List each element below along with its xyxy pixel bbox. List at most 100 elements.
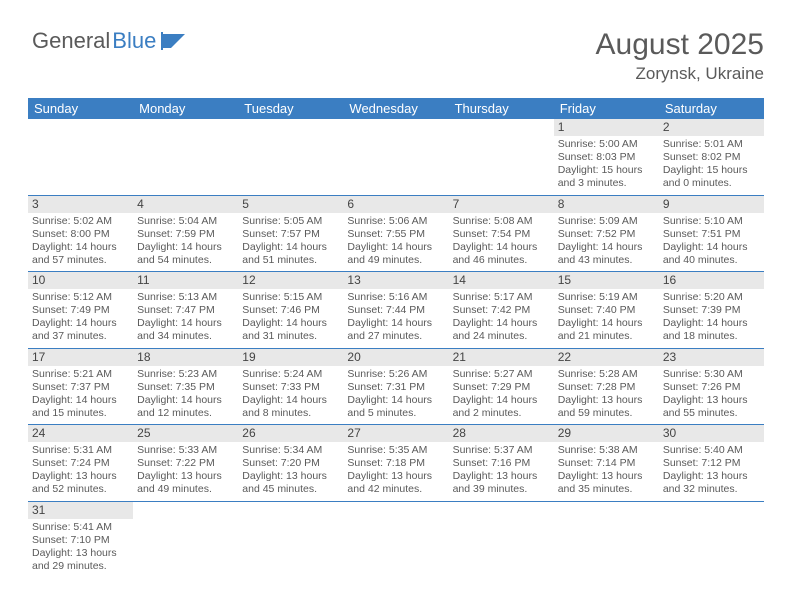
day-number: 27 <box>343 425 448 442</box>
day-number: 10 <box>28 272 133 289</box>
calendar-day-cell: 19Sunrise: 5:24 AMSunset: 7:33 PMDayligh… <box>238 348 343 425</box>
calendar-day-cell: 16Sunrise: 5:20 AMSunset: 7:39 PMDayligh… <box>659 272 764 349</box>
sunrise-text: Sunrise: 5:24 AM <box>242 368 339 381</box>
sunset-text: Sunset: 7:40 PM <box>558 304 655 317</box>
calendar-day-cell: 13Sunrise: 5:16 AMSunset: 7:44 PMDayligh… <box>343 272 448 349</box>
sunset-text: Sunset: 7:49 PM <box>32 304 129 317</box>
day-number: 16 <box>659 272 764 289</box>
day-number: 20 <box>343 349 448 366</box>
calendar-day-cell: 29Sunrise: 5:38 AMSunset: 7:14 PMDayligh… <box>554 425 659 502</box>
calendar-day-cell: 31Sunrise: 5:41 AMSunset: 7:10 PMDayligh… <box>28 501 133 577</box>
day-number: 24 <box>28 425 133 442</box>
calendar-day-cell: 5Sunrise: 5:05 AMSunset: 7:57 PMDaylight… <box>238 195 343 272</box>
sunset-text: Sunset: 7:39 PM <box>663 304 760 317</box>
daylight-text: Daylight: 13 hours and 59 minutes. <box>558 394 655 420</box>
calendar-empty-cell <box>133 119 238 195</box>
sunrise-text: Sunrise: 5:41 AM <box>32 521 129 534</box>
logo: GeneralBlue <box>28 28 187 54</box>
sunset-text: Sunset: 8:00 PM <box>32 228 129 241</box>
sunset-text: Sunset: 7:24 PM <box>32 457 129 470</box>
sunrise-text: Sunrise: 5:01 AM <box>663 138 760 151</box>
day-number: 2 <box>659 119 764 136</box>
sunset-text: Sunset: 7:31 PM <box>347 381 444 394</box>
sunrise-text: Sunrise: 5:33 AM <box>137 444 234 457</box>
daylight-text: Daylight: 14 hours and 54 minutes. <box>137 241 234 267</box>
calendar-day-cell: 26Sunrise: 5:34 AMSunset: 7:20 PMDayligh… <box>238 425 343 502</box>
daylight-text: Daylight: 13 hours and 39 minutes. <box>453 470 550 496</box>
sunset-text: Sunset: 7:54 PM <box>453 228 550 241</box>
calendar-day-cell: 11 Sunrise: 5:13 AMSunset: 7:47 PMDayligh… <box>133 272 238 349</box>
weekday-header: Thursday <box>449 98 554 119</box>
calendar-empty-cell <box>449 119 554 195</box>
calendar-day-cell: 7Sunrise: 5:08 AMSunset: 7:54 PMDaylight… <box>449 195 554 272</box>
sunrise-text: Sunrise: 5:37 AM <box>453 444 550 457</box>
sunset-text: Sunset: 7:47 PM <box>137 304 234 317</box>
sunset-text: Sunset: 7:28 PM <box>558 381 655 394</box>
sunset-text: Sunset: 7:52 PM <box>558 228 655 241</box>
calendar-day-cell: 20 Sunrise: 5:26 AMSunset: 7:31 PMDayligh… <box>343 348 448 425</box>
sunrise-text: Sunrise: 5:23 AM <box>137 368 234 381</box>
calendar-day-cell: 3 Sunrise: 5:02 AMSunset: 8:00 PMDaylight… <box>28 195 133 272</box>
weekday-header: Saturday <box>659 98 764 119</box>
sunrise-text: Sunrise: 5:06 AM <box>347 215 444 228</box>
day-number: 5 <box>238 196 343 213</box>
logo-text-2: Blue <box>112 28 156 54</box>
sunrise-text: Sunrise: 5:20 AM <box>663 291 760 304</box>
calendar-day-cell: 14Sunrise: 5:17 AMSunset: 7:42 PMDayligh… <box>449 272 554 349</box>
sunset-text: Sunset: 7:16 PM <box>453 457 550 470</box>
day-number: 13 <box>343 272 448 289</box>
location-label: Zorynsk, Ukraine <box>596 64 764 84</box>
calendar-day-cell: 15Sunrise: 5:19 AMSunset: 7:40 PMDayligh… <box>554 272 659 349</box>
sunrise-text: Sunrise: 5:13 AM <box>137 291 234 304</box>
day-number: 17 <box>28 349 133 366</box>
calendar-day-cell: 22Sunrise: 5:28 AMSunset: 7:28 PMDayligh… <box>554 348 659 425</box>
sunrise-text: Sunrise: 5:15 AM <box>242 291 339 304</box>
calendar-day-cell: 18Sunrise: 5:23 AMSunset: 7:35 PMDayligh… <box>133 348 238 425</box>
sunrise-text: Sunrise: 5:02 AM <box>32 215 129 228</box>
day-number: 18 <box>133 349 238 366</box>
sunrise-text: Sunrise: 5:27 AM <box>453 368 550 381</box>
daylight-text: Daylight: 14 hours and 46 minutes. <box>453 241 550 267</box>
daylight-text: Daylight: 14 hours and 2 minutes. <box>453 394 550 420</box>
calendar-day-cell: 2Sunrise: 5:01 AMSunset: 8:02 PMDaylight… <box>659 119 764 195</box>
sunset-text: Sunset: 7:42 PM <box>453 304 550 317</box>
calendar-empty-cell <box>343 119 448 195</box>
calendar-week-row: 24Sunrise: 5:31 AMSunset: 7:24 PMDayligh… <box>28 425 764 502</box>
logo-text-1: General <box>32 28 110 54</box>
calendar-day-cell: 30Sunrise: 5:40 AMSunset: 7:12 PMDayligh… <box>659 425 764 502</box>
calendar-empty-cell <box>554 501 659 577</box>
daylight-text: Daylight: 14 hours and 57 minutes. <box>32 241 129 267</box>
daylight-text: Daylight: 14 hours and 34 minutes. <box>137 317 234 343</box>
day-number: 12 <box>238 272 343 289</box>
daylight-text: Daylight: 13 hours and 32 minutes. <box>663 470 760 496</box>
day-number: 11 <box>133 272 238 289</box>
day-number: 30 <box>659 425 764 442</box>
sunrise-text: Sunrise: 5:19 AM <box>558 291 655 304</box>
day-number: 31 <box>28 502 133 519</box>
calendar-body: 1Sunrise: 5:00 AMSunset: 8:03 PMDaylight… <box>28 119 764 577</box>
daylight-text: Daylight: 13 hours and 45 minutes. <box>242 470 339 496</box>
daylight-text: Daylight: 14 hours and 15 minutes. <box>32 394 129 420</box>
calendar-day-cell: 28Sunrise: 5:37 AMSunset: 7:16 PMDayligh… <box>449 425 554 502</box>
daylight-text: Daylight: 15 hours and 3 minutes. <box>558 164 655 190</box>
daylight-text: Daylight: 14 hours and 5 minutes. <box>347 394 444 420</box>
sunrise-text: Sunrise: 5:28 AM <box>558 368 655 381</box>
sunset-text: Sunset: 8:03 PM <box>558 151 655 164</box>
daylight-text: Daylight: 14 hours and 31 minutes. <box>242 317 339 343</box>
sunset-text: Sunset: 7:46 PM <box>242 304 339 317</box>
sunrise-text: Sunrise: 5:38 AM <box>558 444 655 457</box>
calendar-day-cell: 6Sunrise: 5:06 AMSunset: 7:55 PMDaylight… <box>343 195 448 272</box>
daylight-text: Daylight: 13 hours and 52 minutes. <box>32 470 129 496</box>
weekday-header: Friday <box>554 98 659 119</box>
sunrise-text: Sunrise: 5:21 AM <box>32 368 129 381</box>
sunrise-text: Sunrise: 5:26 AM <box>347 368 444 381</box>
sunset-text: Sunset: 7:12 PM <box>663 457 760 470</box>
calendar-empty-cell <box>343 501 448 577</box>
calendar-day-cell: 17Sunrise: 5:21 AMSunset: 7:37 PMDayligh… <box>28 348 133 425</box>
calendar-day-cell: 9Sunrise: 5:10 AMSunset: 7:51 PMDaylight… <box>659 195 764 272</box>
calendar-day-cell: 24Sunrise: 5:31 AMSunset: 7:24 PMDayligh… <box>28 425 133 502</box>
daylight-text: Daylight: 14 hours and 24 minutes. <box>453 317 550 343</box>
sunset-text: Sunset: 7:29 PM <box>453 381 550 394</box>
weekday-header: Wednesday <box>343 98 448 119</box>
day-number: 3 <box>28 196 133 213</box>
